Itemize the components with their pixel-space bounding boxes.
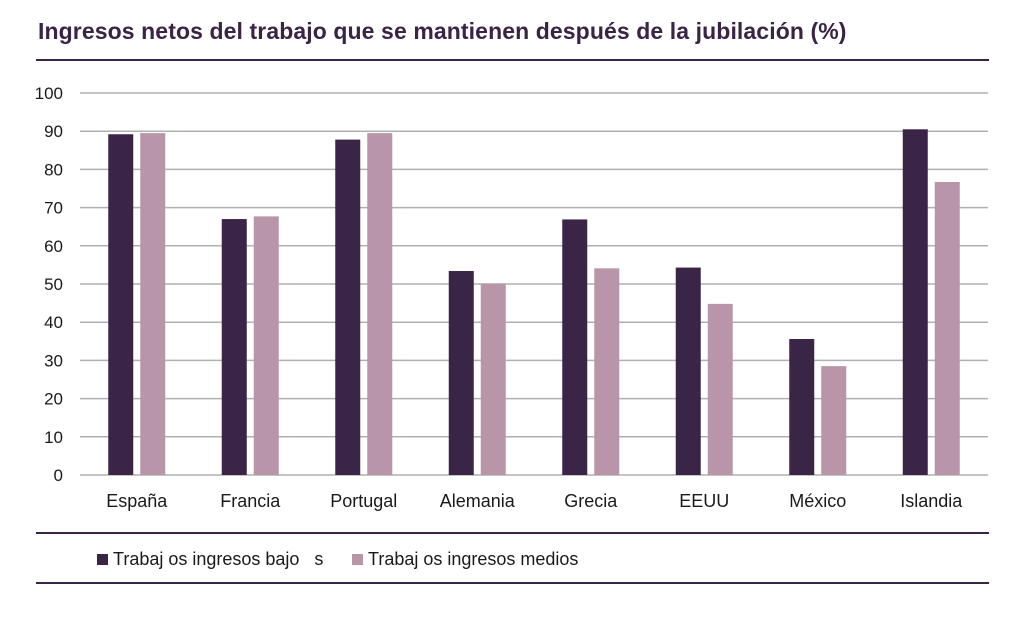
y-tick-label: 30: [44, 351, 63, 370]
y-tick-label: 20: [44, 390, 63, 409]
x-category-label: Portugal: [330, 491, 397, 511]
bar-low-income: [789, 339, 815, 475]
bar-medium-income: [707, 303, 733, 475]
y-tick-label: 80: [44, 160, 63, 179]
bar-medium-income: [367, 133, 393, 476]
bar-chart: 0 10 20 30 40 50 60 70 80 90 100 España Francia Port…: [35, 84, 988, 511]
x-category-label: Grecia: [564, 491, 618, 511]
x-category-label: Francia: [220, 491, 281, 511]
x-category-label: España: [106, 491, 168, 511]
chart-title: Ingresos netos del trabajo que se mantie…: [38, 18, 847, 44]
title-rule: [36, 59, 989, 61]
bar-medium-income: [821, 366, 847, 475]
y-tick-label: 70: [44, 199, 63, 218]
bar-low-income: [108, 134, 134, 476]
bar-medium-income: [253, 216, 279, 476]
x-category-label: México: [789, 491, 846, 511]
bar-low-income: [562, 219, 588, 475]
y-axis-ticks: 0 10 20 30 40 50 60 70 80 90 100: [35, 84, 63, 485]
bars: [108, 129, 960, 476]
y-tick-label: 0: [54, 466, 63, 485]
bar-medium-income: [934, 182, 960, 476]
legend-swatch-low: [97, 554, 108, 565]
legend-bottom-rule: [36, 582, 989, 584]
y-tick-label: 60: [44, 237, 63, 256]
gridlines: [80, 92, 988, 476]
bar-low-income: [902, 129, 928, 476]
x-axis-categories: España Francia Portugal Alemania Grecia EEUU M…: [106, 491, 963, 511]
x-category-label: EEUU: [679, 491, 729, 511]
x-category-label: Islandia: [900, 491, 963, 511]
chart-bottom-rule: [36, 532, 989, 534]
legend-item-low: Trabaj os ingresos bajo s: [97, 549, 323, 570]
bar-medium-income: [594, 268, 620, 475]
bar-medium-income: [480, 283, 506, 475]
y-tick-label: 90: [44, 122, 63, 141]
legend-swatch-medium: [352, 554, 363, 565]
y-tick-label: 50: [44, 275, 63, 294]
x-category-label: Alemania: [440, 491, 516, 511]
y-tick-label: 100: [35, 84, 63, 103]
bar-low-income: [221, 219, 247, 475]
legend-item-medium: Trabaj os ingresos medios: [352, 549, 578, 570]
legend-label-low: Trabaj os ingresos bajo s: [113, 549, 324, 569]
bar-low-income: [675, 267, 701, 475]
y-tick-label: 10: [44, 428, 63, 447]
bar-low-income: [335, 139, 361, 475]
bar-medium-income: [140, 133, 166, 476]
bar-low-income: [448, 271, 474, 475]
legend-label-medium: Trabaj os ingresos medios: [368, 549, 579, 569]
y-tick-label: 40: [44, 313, 63, 332]
